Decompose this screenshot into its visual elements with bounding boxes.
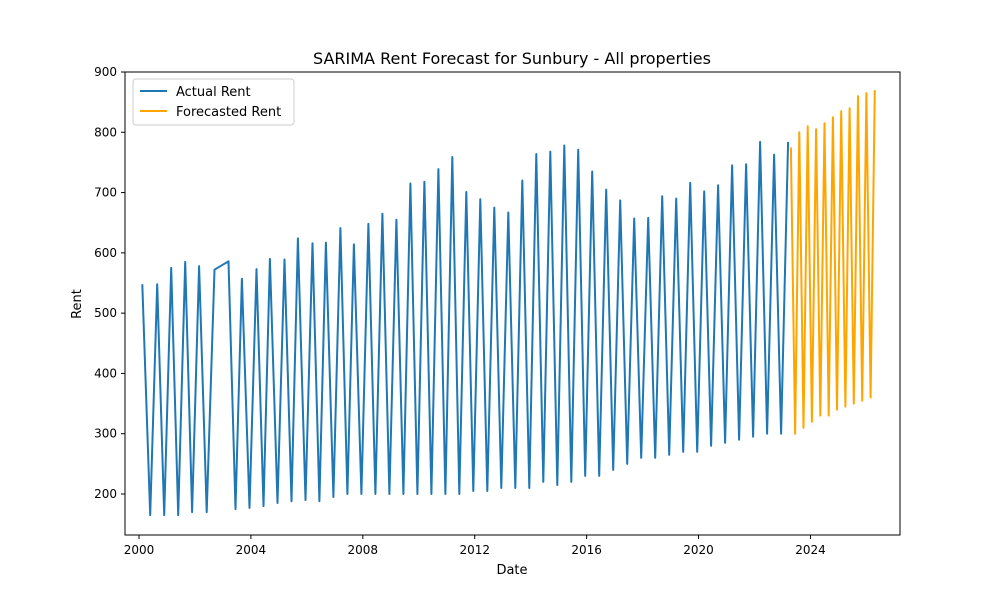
series-line-forecasted-rent [789,90,876,435]
legend-box [132,78,295,126]
y-tick-label: 600 [94,246,117,260]
x-axis-label: Date [496,563,527,578]
x-tick-label: 2000 [124,543,155,557]
series-line-actual-rent [141,140,790,517]
chart-title: SARIMA Rent Forecast for Sunbury - All p… [313,49,711,68]
y-axis-label: Rent [70,289,85,319]
x-tick-label: 2012 [459,543,490,557]
y-tick-label: 900 [94,65,117,79]
plot-area [141,90,876,517]
y-tick-label: 200 [94,487,117,501]
y-tick-label: 800 [94,125,117,139]
x-tick-label: 2020 [683,543,714,557]
y-tick-label: 300 [94,427,117,441]
legend: Actual Rent Forecasted Rent [132,78,295,126]
legend-label: Actual Rent [176,85,251,100]
y-tick-label: 400 [94,366,117,380]
x-tick-label: 2024 [795,543,826,557]
axes: 2000 2004 2008 2012 2016 2020 2024 200 300 400 500… [94,65,901,557]
axes-frame [124,71,901,536]
y-tick-label: 700 [94,186,117,200]
y-tick-label: 500 [94,306,117,320]
x-tick-label: 2008 [348,543,379,557]
legend-label: Forecasted Rent [176,105,281,120]
x-tick-label: 2004 [236,543,267,557]
x-tick-label: 2016 [571,543,602,557]
